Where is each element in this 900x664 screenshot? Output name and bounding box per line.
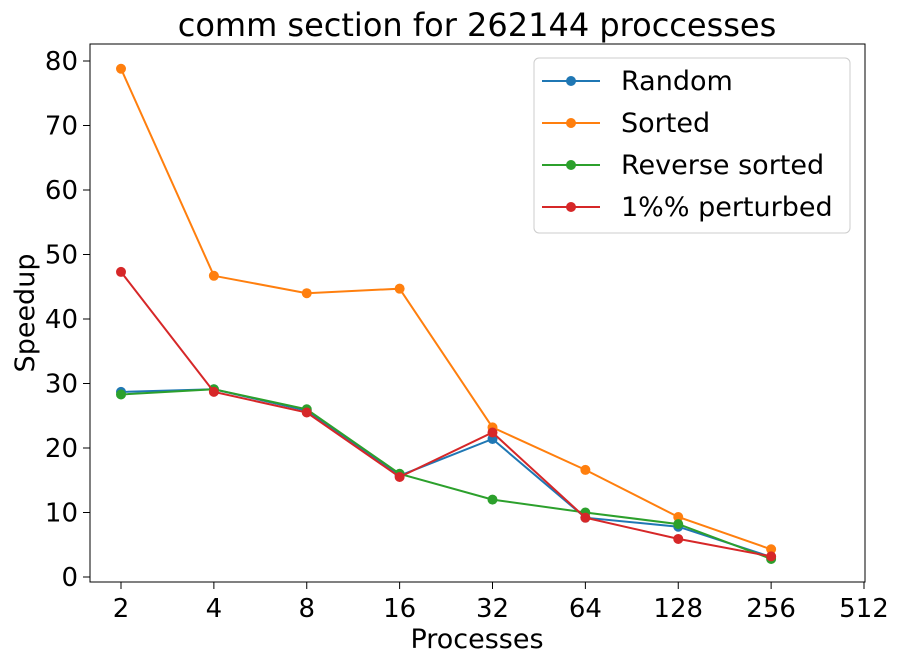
x-tick-label: 64 — [569, 594, 602, 624]
y-tick-label: 50 — [45, 241, 78, 271]
data-point — [208, 386, 219, 397]
legend-label: Reverse sorted — [621, 150, 824, 181]
data-point — [580, 512, 591, 523]
data-point — [487, 427, 498, 438]
series-line — [120, 271, 772, 558]
series-sorted — [116, 63, 777, 555]
x-tick-label: 512 — [839, 594, 889, 624]
series-line — [120, 388, 772, 558]
data-point — [487, 494, 498, 505]
y-tick-label: 0 — [61, 563, 78, 593]
y-tick-label: 30 — [45, 370, 78, 400]
y-tick-label: 80 — [45, 47, 78, 77]
series-line — [120, 68, 772, 551]
data-point — [301, 288, 312, 299]
data-point — [766, 551, 777, 562]
y-tick-label: 40 — [45, 305, 78, 335]
plot-area — [89, 43, 866, 583]
legend-frame — [533, 57, 851, 234]
legend-label: 1%% perturbed — [621, 192, 833, 223]
data-point — [208, 270, 219, 281]
data-point — [673, 533, 684, 544]
data-point — [301, 407, 312, 418]
x-tick-label: 8 — [298, 594, 315, 624]
series-layer — [116, 63, 777, 564]
y-tick-label: 20 — [45, 434, 78, 464]
data-point — [116, 389, 126, 400]
x-tick-label: 16 — [383, 594, 416, 624]
legend-marker — [566, 160, 576, 170]
legend-marker — [566, 76, 576, 86]
legend: Random Sorted Reverse sorted 1%% perturbed — [533, 57, 851, 234]
data-point — [673, 512, 684, 523]
data-point — [394, 472, 405, 483]
x-tick-label: 32 — [476, 594, 509, 624]
data-point — [116, 266, 126, 277]
data-point — [673, 519, 684, 530]
legend-label: Sorted — [621, 108, 710, 139]
x-axis: 2 4 8 16 32 64 128 256 512 — [113, 582, 889, 624]
data-point — [394, 283, 405, 294]
plot-frame — [89, 43, 866, 583]
x-tick-label: 2 — [113, 594, 130, 624]
legend-marker — [566, 202, 576, 212]
series-line — [120, 388, 772, 560]
x-tick-label: 128 — [653, 594, 703, 624]
legend-marker — [566, 118, 576, 128]
data-point — [116, 63, 126, 74]
y-tick-label: 60 — [45, 176, 78, 206]
series-1-perturbed — [116, 266, 777, 562]
y-tick-label: 70 — [45, 112, 78, 142]
x-tick-label: 256 — [746, 594, 796, 624]
y-axis-label: Speedup — [10, 254, 41, 373]
x-axis-label: Processes — [410, 624, 543, 655]
y-tick-label: 10 — [45, 499, 78, 529]
x-tick-label: 4 — [206, 594, 223, 624]
chart-title: comm section for 262144 proccesses — [178, 6, 777, 44]
data-point — [580, 464, 591, 475]
data-point — [766, 544, 777, 555]
legend-label: Random — [621, 66, 733, 97]
y-axis: 0 10 20 30 40 50 60 70 80 — [45, 47, 90, 593]
